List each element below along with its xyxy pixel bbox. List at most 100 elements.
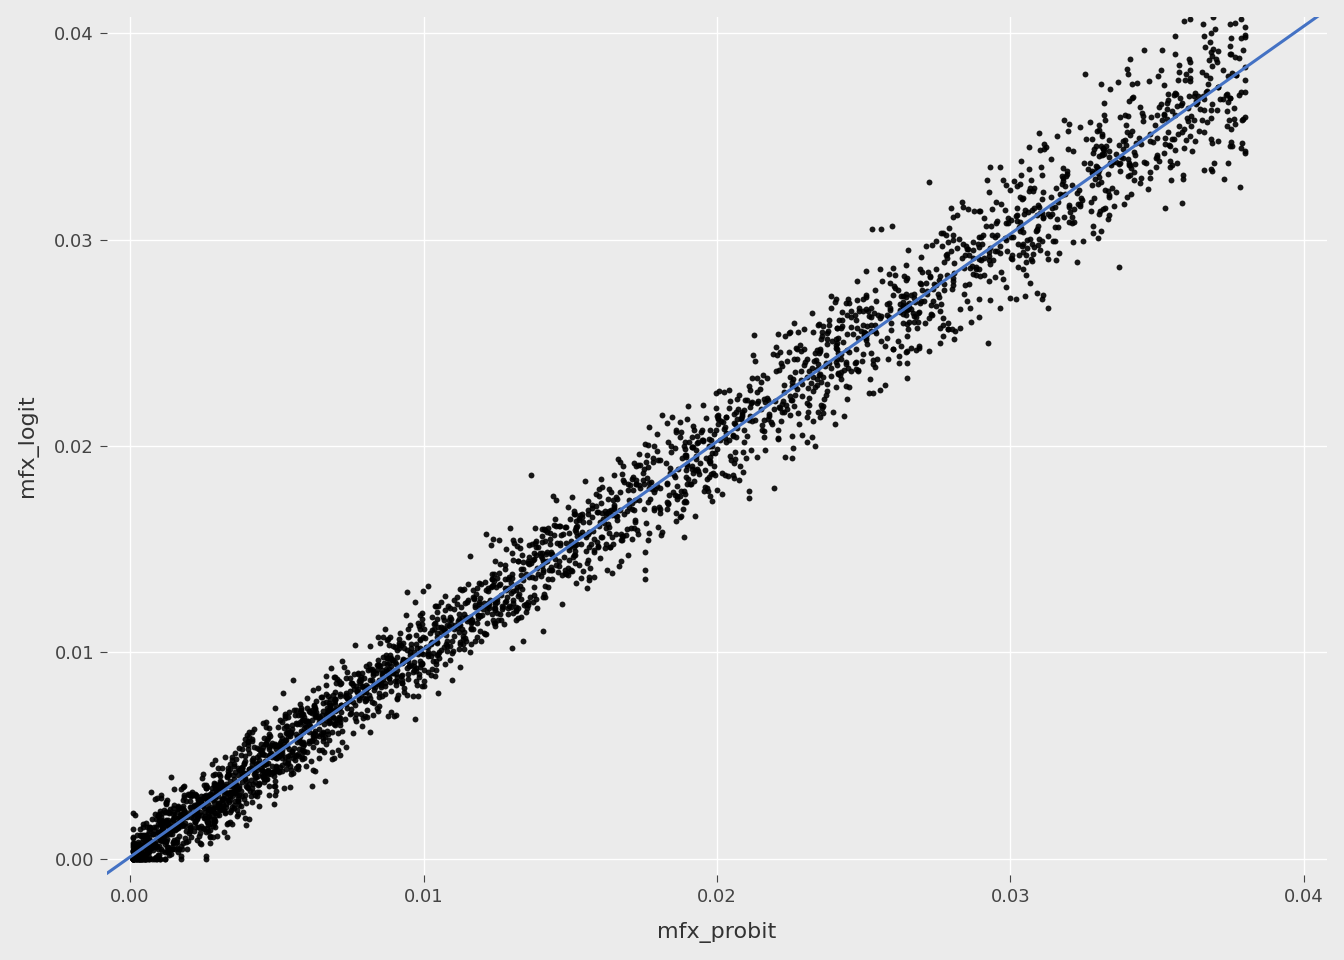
Point: [839, 379, 860, 395]
Point: [122, 851, 144, 866]
Point: [1019, 161, 1040, 177]
Point: [1114, 132, 1136, 148]
Point: [1117, 151, 1138, 166]
Point: [660, 461, 681, 476]
Point: [587, 505, 609, 520]
Point: [571, 570, 593, 586]
Point: [519, 537, 540, 552]
Point: [1218, 68, 1239, 84]
Point: [500, 586, 521, 601]
Point: [1027, 285, 1048, 300]
Point: [676, 457, 698, 472]
Point: [410, 645, 431, 660]
Point: [1081, 132, 1102, 147]
Point: [151, 822, 172, 837]
Point: [359, 672, 380, 687]
Point: [402, 688, 423, 704]
Point: [324, 691, 345, 707]
Point: [809, 341, 831, 356]
Point: [218, 766, 239, 781]
Point: [468, 608, 489, 623]
Point: [246, 770, 267, 785]
Point: [598, 526, 620, 541]
Point: [546, 557, 567, 572]
Point: [847, 331, 868, 347]
Point: [542, 489, 563, 504]
Point: [754, 394, 775, 409]
Point: [636, 516, 657, 531]
Point: [269, 712, 290, 728]
Point: [132, 839, 153, 854]
Point: [900, 301, 922, 317]
Point: [290, 708, 312, 723]
Point: [324, 696, 345, 711]
Point: [526, 540, 547, 555]
Point: [128, 851, 149, 866]
Point: [255, 719, 277, 734]
Point: [1219, 90, 1241, 106]
Point: [980, 256, 1001, 272]
Point: [531, 545, 552, 561]
Point: [203, 812, 224, 828]
Point: [155, 795, 176, 810]
Point: [456, 610, 477, 625]
Point: [734, 402, 755, 418]
Point: [1098, 132, 1120, 148]
Point: [434, 588, 456, 604]
Point: [539, 563, 560, 578]
Point: [669, 509, 691, 524]
Point: [515, 596, 536, 612]
Point: [1054, 209, 1075, 225]
Point: [1210, 91, 1231, 107]
Point: [1028, 219, 1050, 234]
Point: [552, 527, 574, 542]
Point: [816, 387, 837, 402]
Point: [220, 785, 242, 801]
Point: [122, 837, 144, 852]
Point: [500, 520, 521, 536]
Point: [703, 466, 724, 481]
Point: [289, 714, 310, 730]
Point: [730, 411, 751, 426]
Point: [1144, 118, 1165, 133]
Point: [1051, 176, 1073, 191]
Point: [1148, 154, 1169, 169]
Point: [157, 805, 179, 821]
Point: [384, 708, 406, 723]
Point: [410, 640, 431, 656]
Point: [469, 590, 491, 606]
Point: [206, 778, 227, 793]
Point: [271, 763, 293, 779]
Point: [1149, 99, 1171, 114]
Point: [637, 494, 659, 510]
Point: [667, 478, 688, 493]
Point: [325, 703, 347, 718]
Point: [773, 405, 794, 420]
Point: [1234, 28, 1255, 43]
Point: [399, 645, 421, 660]
Point: [224, 745, 246, 760]
Point: [495, 593, 516, 609]
Point: [368, 690, 390, 706]
Point: [253, 767, 274, 782]
Point: [163, 804, 184, 820]
Point: [512, 554, 534, 569]
Point: [896, 271, 918, 286]
Point: [216, 829, 238, 845]
Point: [372, 672, 394, 687]
Point: [1012, 261, 1034, 276]
Point: [281, 745, 302, 760]
Point: [937, 315, 958, 330]
Point: [781, 379, 802, 395]
Point: [579, 560, 601, 575]
Point: [347, 684, 368, 699]
Point: [575, 543, 597, 559]
Point: [122, 821, 144, 836]
Point: [882, 260, 903, 276]
Point: [821, 369, 843, 384]
Point: [790, 427, 812, 443]
Point: [921, 307, 942, 323]
Point: [1020, 252, 1042, 267]
Point: [122, 840, 144, 855]
Point: [722, 468, 743, 483]
